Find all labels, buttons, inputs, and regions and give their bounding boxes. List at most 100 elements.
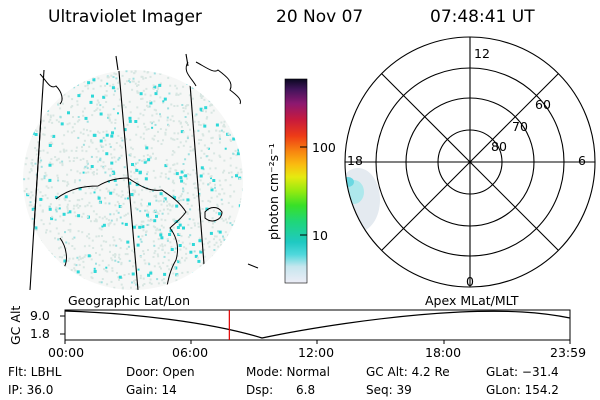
uv-speckle: [214, 103, 217, 106]
uv-speckle: [199, 107, 203, 111]
uv-speckle: [73, 263, 76, 266]
uv-speckle: [47, 113, 50, 116]
uv-speckle: [149, 94, 152, 97]
uv-speckle: [198, 239, 202, 243]
uv-speckle: [78, 199, 81, 202]
uv-speckle: [154, 92, 158, 96]
uv-speckle: [191, 86, 194, 89]
uv-speckle: [223, 239, 226, 241]
uv-speckle: [57, 70, 60, 73]
uv-speckle: [232, 238, 235, 241]
uv-speckle: [180, 170, 184, 174]
uv-speckle: [79, 158, 82, 161]
uv-speckle: [73, 130, 76, 133]
uv-speckle: [109, 221, 112, 224]
uv-speckle: [168, 203, 171, 206]
uv-speckle: [69, 87, 72, 89]
uv-speckle: [182, 85, 185, 88]
uv-speckle: [113, 239, 116, 242]
uv-speckle: [228, 279, 231, 282]
uv-speckle: [216, 205, 219, 208]
uv-speckle: [28, 93, 31, 96]
uv-speckle: [109, 145, 112, 148]
uv-speckle: [170, 103, 173, 106]
uv-speckle: [200, 166, 204, 170]
uv-speckle: [219, 270, 222, 273]
uv-speckle: [142, 284, 144, 287]
uv-speckle: [157, 262, 160, 265]
uv-speckle: [45, 185, 48, 188]
uv-speckle: [39, 191, 42, 194]
uv-speckle: [31, 194, 34, 197]
uv-speckle: [182, 226, 185, 230]
strip-y-min: 1.8: [30, 326, 50, 341]
uv-speckle: [67, 242, 70, 245]
uv-speckle: [197, 222, 200, 225]
uv-speckle: [191, 97, 194, 100]
uv-speckle: [203, 90, 206, 93]
uv-speckle: [93, 133, 97, 137]
uv-speckle: [55, 206, 58, 209]
uv-speckle: [209, 175, 212, 178]
uv-speckle: [186, 198, 190, 202]
uv-speckle: [227, 70, 231, 74]
uv-speckle: [65, 149, 68, 152]
uv-speckle: [127, 245, 130, 248]
uv-speckle: [124, 197, 127, 200]
uv-speckle: [172, 272, 175, 275]
uv-speckle: [183, 246, 186, 249]
uv-speckle: [157, 282, 160, 285]
uv-speckle: [77, 116, 80, 118]
uv-speckle: [228, 217, 231, 220]
uv-speckle: [166, 265, 169, 268]
uv-speckle: [44, 99, 47, 102]
uv-speckle: [224, 270, 227, 273]
uv-speckle: [146, 205, 149, 208]
uv-speckle: [241, 86, 243, 89]
uv-speckle: [238, 129, 241, 132]
uv-speckle: [121, 190, 124, 193]
uv-speckle: [182, 198, 185, 201]
uv-speckle: [81, 215, 83, 218]
uv-speckle: [86, 235, 89, 238]
uv-speckle: [78, 179, 81, 182]
uv-speckle: [192, 148, 195, 151]
uv-speckle: [214, 273, 217, 276]
uv-speckle: [31, 158, 34, 161]
uv-speckle: [224, 147, 227, 150]
uv-speckle: [87, 134, 90, 137]
uv-speckle: [193, 70, 196, 73]
uv-speckle: [88, 237, 91, 240]
uv-speckle: [194, 186, 197, 189]
uv-speckle: [174, 70, 177, 73]
uv-speckle: [222, 258, 225, 261]
uv-speckle: [152, 84, 155, 87]
uv-speckle: [195, 187, 198, 190]
uv-speckle: [229, 222, 232, 225]
uv-speckle: [221, 111, 223, 114]
uv-speckle: [202, 172, 205, 175]
uv-speckle: [206, 147, 209, 149]
uv-speckle: [75, 146, 78, 149]
uv-speckle: [34, 133, 38, 136]
uv-speckle: [147, 249, 149, 251]
uv-speckle: [86, 215, 89, 218]
uv-speckle: [54, 218, 57, 221]
uv-speckle: [34, 272, 37, 275]
uv-speckle: [217, 73, 221, 76]
uv-speckle: [187, 223, 190, 226]
uv-speckle: [199, 179, 202, 182]
uv-speckle: [71, 282, 74, 284]
uv-speckle: [194, 79, 197, 82]
uv-speckle: [139, 274, 142, 277]
uv-speckle: [44, 99, 47, 102]
uv-speckle: [92, 70, 96, 74]
uv-speckle: [207, 199, 210, 202]
uv-speckle: [120, 263, 123, 266]
uv-speckle: [85, 165, 88, 168]
uv-speckle: [90, 82, 93, 85]
uv-speckle: [56, 192, 59, 195]
uv-speckle: [241, 112, 243, 115]
uv-speckle: [240, 272, 243, 275]
uv-speckle: [192, 193, 195, 196]
